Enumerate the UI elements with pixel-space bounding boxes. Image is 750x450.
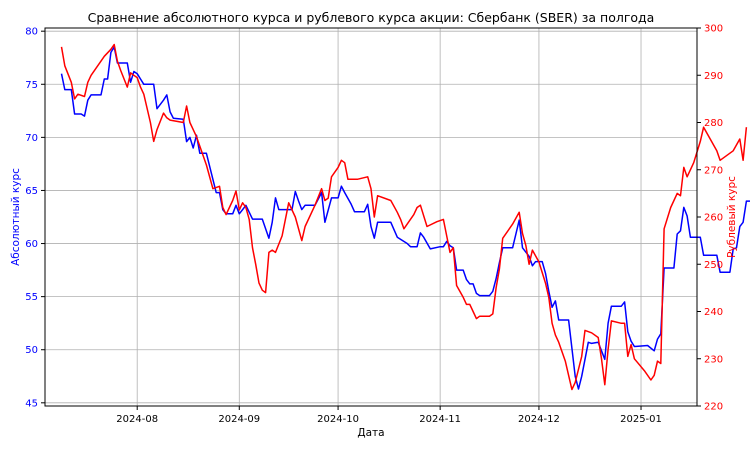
right-tick-label: 300 xyxy=(704,24,723,35)
x-tick-label: 2024-10 xyxy=(317,414,359,425)
chart-title: Сравнение абсолютного курса и рублевого … xyxy=(88,10,655,25)
right-tick-label: 250 xyxy=(704,260,723,271)
x-tick-label: 2024-11 xyxy=(419,414,461,425)
x-tick-label: 2024-08 xyxy=(116,414,158,425)
right-tick-label: 220 xyxy=(704,402,723,413)
x-tick-label: 2024-12 xyxy=(518,414,560,425)
right-tick-label: 290 xyxy=(704,71,723,82)
right-axis-label: Рублевый курс xyxy=(726,176,738,258)
absolute-price-line xyxy=(60,46,750,390)
left-tick-label: 55 xyxy=(25,292,38,303)
right-tick-label: 230 xyxy=(704,354,723,365)
x-tick-label: 2025-01 xyxy=(620,414,662,425)
left-tick-label: 60 xyxy=(25,239,38,250)
left-tick-label: 70 xyxy=(25,133,38,144)
series-layer xyxy=(60,43,750,391)
ruble-price-line xyxy=(60,43,748,391)
x-axis-label: Дата xyxy=(357,427,384,439)
axes-layer: 2024-08 2024-09 2024-10 2024-11 2024-12 2025-… xyxy=(25,24,723,426)
left-axis-label: Абсолютный курс xyxy=(10,168,22,266)
left-tick-label: 75 xyxy=(25,80,38,91)
left-tick-label: 65 xyxy=(25,186,38,197)
right-tick-label: 270 xyxy=(704,165,723,176)
x-tick-label: 2024-09 xyxy=(218,414,260,425)
left-tick-label: 50 xyxy=(25,345,38,356)
left-tick-label: 80 xyxy=(25,27,38,38)
left-tick-label: 45 xyxy=(25,398,38,409)
right-tick-label: 240 xyxy=(704,307,723,318)
right-tick-label: 260 xyxy=(704,213,723,224)
right-tick-label: 280 xyxy=(704,118,723,129)
